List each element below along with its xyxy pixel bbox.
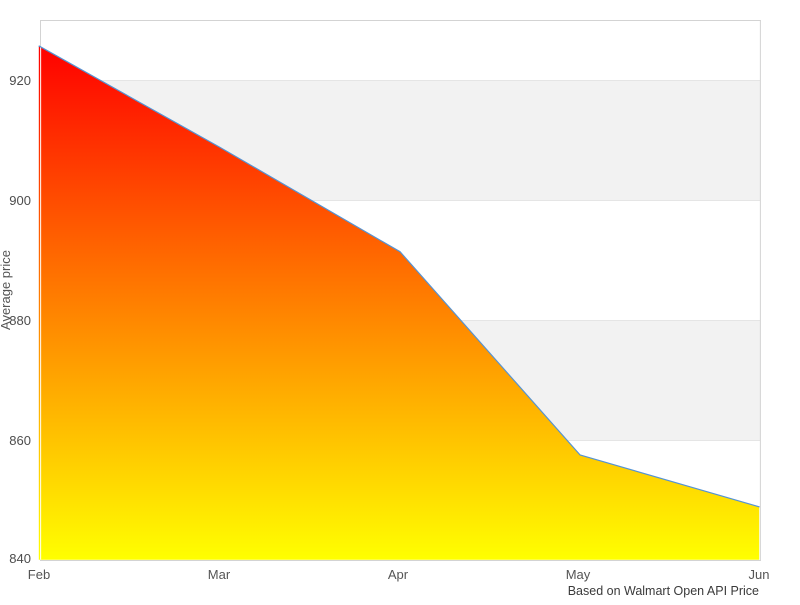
svg-text:Apr: Apr <box>388 567 409 582</box>
svg-text:Jun: Jun <box>749 567 770 582</box>
svg-text:Based on Walmart Open API Pric: Based on Walmart Open API Price <box>568 584 759 598</box>
svg-text:May: May <box>566 567 591 582</box>
svg-text:880: 880 <box>9 313 31 328</box>
svg-text:Mar: Mar <box>208 567 231 582</box>
svg-text:920: 920 <box>9 73 31 88</box>
svg-text:840: 840 <box>9 551 31 566</box>
svg-text:900: 900 <box>9 193 31 208</box>
svg-text:860: 860 <box>9 433 31 448</box>
svg-text:Average price: Average price <box>0 250 13 330</box>
svg-text:Feb: Feb <box>28 567 50 582</box>
